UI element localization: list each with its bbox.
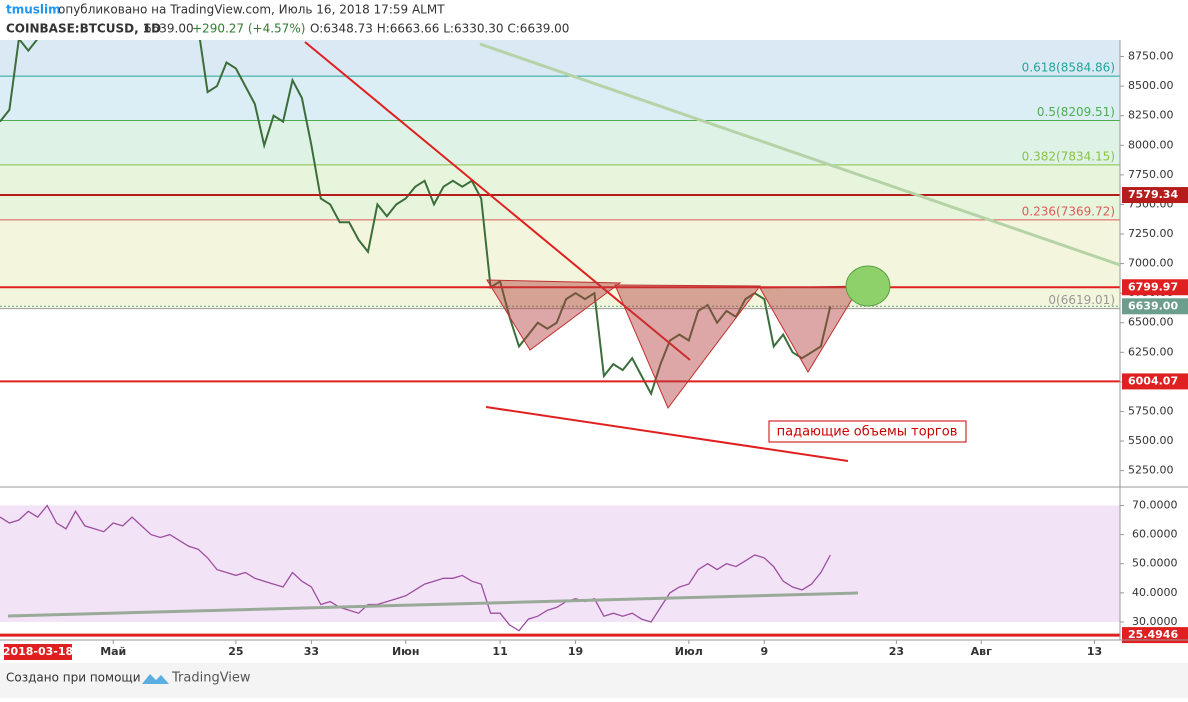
y-tick-label: 40.0000: [1132, 586, 1178, 599]
pattern: [759, 285, 861, 373]
y-tick-label: 7750.00: [1128, 168, 1174, 181]
y-tick-label: 7000.00: [1128, 257, 1174, 270]
rsi-badge-label: 25.4946: [1128, 628, 1178, 641]
y-tick-label: 7250.00: [1128, 227, 1174, 240]
fib-bands: 0.618(8584.86) 0.5(8209.51) 0.382(7834.15)…: [0, 40, 1120, 310]
price-badge: [1122, 279, 1188, 296]
drawings: падающие объемы торгов: [304, 41, 1120, 462]
fib-label: 0.5(8209.51): [1037, 105, 1115, 119]
x-tick-label: Май: [100, 645, 126, 658]
x-tick-label: Июн: [392, 645, 420, 658]
start-label: 2018-03-18: [3, 645, 73, 658]
brand[interactable]: TradingView: [171, 671, 251, 686]
trend-line: [7, 591, 859, 618]
y-tick-label: 30.0000: [1132, 615, 1178, 628]
trend-line: [485, 406, 849, 462]
price-badge: [1122, 298, 1188, 315]
y-tick-label: 50.0000: [1132, 557, 1178, 570]
x-tick-label: 11: [492, 645, 507, 658]
footer-bg: [0, 663, 1188, 698]
fib-label: 0(6619.01): [1048, 293, 1115, 307]
fib-label: 0.382(7834.15): [1022, 149, 1115, 163]
x-tick-label: Авг: [971, 645, 992, 658]
fib-label: 0.236(7369.72): [1022, 204, 1115, 218]
header-bg: [0, 0, 1188, 40]
y-tick-label: 5750.00: [1128, 404, 1174, 417]
x-tick-label: 9: [760, 645, 768, 658]
y-tick-label: 8750.00: [1128, 50, 1174, 63]
rsi-badge: [1122, 627, 1188, 644]
trend-line: [304, 41, 691, 361]
y-tick-label: 60.0000: [1132, 528, 1178, 541]
price-line: [0, 40, 832, 397]
y-tick-label: 6500.00: [1128, 316, 1174, 329]
ohlc: O:6348.73 H:6663.66 L:6330.30 C:6639.00: [310, 22, 569, 36]
price: 6639.00: [144, 22, 194, 36]
y-tick-label: 8500.00: [1128, 79, 1174, 92]
symbol: COINBASE:BTCUSD, 1D: [6, 22, 161, 36]
fib-band: [0, 164, 1120, 220]
price-pane: [0, 40, 1120, 397]
start-badge: [4, 644, 72, 660]
highlight: [845, 265, 891, 307]
made-with: Создано при помощи: [6, 671, 141, 685]
y-tick-label: 70.0000: [1132, 498, 1178, 511]
fib-band: [0, 120, 1120, 165]
published: опубликовано на TradingView.com, Июль 16…: [58, 3, 445, 17]
x-tick-label: Июл: [675, 645, 703, 658]
pattern: [486, 279, 622, 351]
y-tick-label: 5500.00: [1128, 434, 1174, 447]
logo: [142, 674, 169, 684]
price-badge: [1122, 373, 1188, 390]
fib-band: [0, 219, 1120, 309]
fib-label: 0.618(8584.86): [1022, 61, 1115, 75]
annotation: падающие объемы торгов: [777, 425, 958, 440]
x-tick-label: 25: [228, 645, 243, 658]
user[interactable]: tmuslim: [6, 3, 61, 17]
price-badge: [1122, 187, 1188, 204]
price-badge-label: 6004.07: [1128, 374, 1178, 387]
y-tick-label: 8000.00: [1128, 138, 1174, 151]
x-tick-label: 13: [1087, 645, 1102, 658]
x-tick-label: 23: [889, 645, 904, 658]
price-badge-label: 7579.34: [1128, 188, 1178, 201]
pattern: [614, 284, 761, 409]
price-badge-label: 6799.97: [1128, 280, 1178, 293]
rsi-band: [0, 505, 1120, 622]
y-tick-label: 8250.00: [1128, 109, 1174, 122]
change: +290.27 (+4.57%): [192, 22, 305, 36]
rsi-line: [0, 504, 831, 632]
x-tick-label: 33: [304, 645, 319, 658]
axes: 5250.005500.005750.006000.006250.006500.…: [0, 50, 1188, 660]
price-badge-label: 6639.00: [1128, 299, 1178, 312]
fib-band: [0, 76, 1120, 121]
y-tick-label: 5250.00: [1128, 464, 1174, 477]
x-tick-label: 19: [568, 645, 583, 658]
y-tick-label: 6250.00: [1128, 345, 1174, 358]
annotation-box: [768, 420, 967, 443]
trend-line: [479, 42, 1120, 267]
